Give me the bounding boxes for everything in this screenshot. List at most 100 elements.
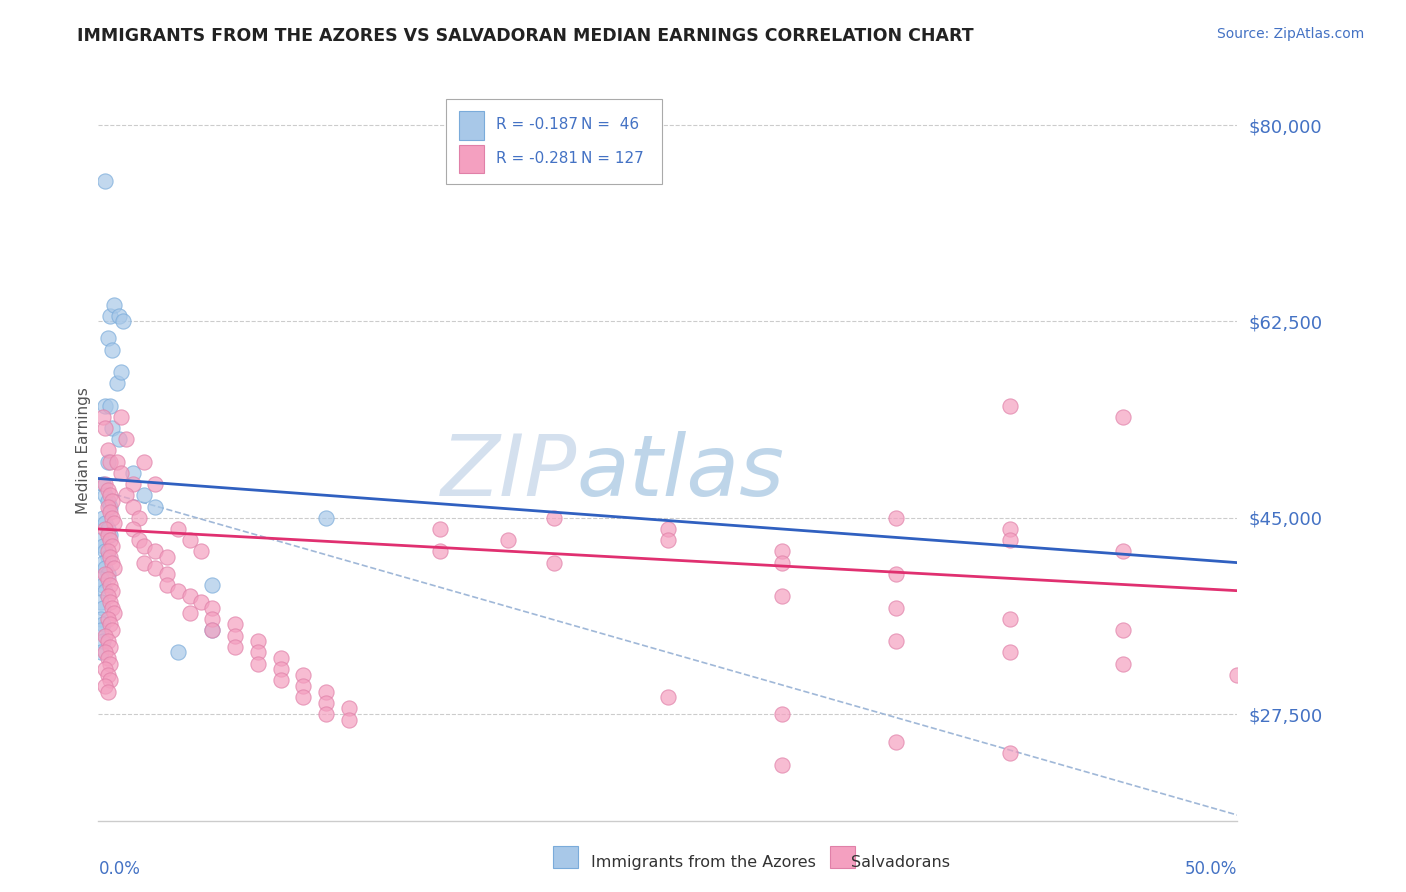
Point <box>429 522 451 536</box>
Point <box>770 707 793 722</box>
Point <box>145 500 167 514</box>
Point <box>1112 657 1135 671</box>
Point <box>91 617 114 632</box>
Point <box>91 578 114 592</box>
Point <box>246 657 269 671</box>
Point <box>179 606 201 620</box>
Point <box>96 522 118 536</box>
Point <box>156 566 179 581</box>
Point <box>201 578 224 592</box>
Point <box>190 544 212 558</box>
Point <box>98 533 121 548</box>
Point <box>110 466 132 480</box>
Point <box>94 561 117 575</box>
Point <box>96 500 118 514</box>
Point <box>94 522 117 536</box>
Point <box>543 556 565 570</box>
Point <box>94 662 117 676</box>
Point <box>98 549 121 564</box>
Point <box>94 421 117 435</box>
Point <box>884 735 907 749</box>
Point <box>121 477 143 491</box>
Point <box>114 488 136 502</box>
Point <box>96 668 118 682</box>
Point <box>201 612 224 626</box>
Point <box>94 477 117 491</box>
Point <box>292 690 315 705</box>
Point <box>98 505 121 519</box>
Point <box>270 673 292 688</box>
Point <box>179 589 201 603</box>
Point <box>101 421 124 435</box>
Point <box>90 573 112 587</box>
Point <box>96 455 118 469</box>
Point <box>98 399 121 413</box>
Point <box>101 556 124 570</box>
Point <box>167 583 190 598</box>
Point <box>1226 668 1249 682</box>
Point <box>110 365 132 379</box>
Point <box>884 510 907 524</box>
Y-axis label: Median Earnings: Median Earnings <box>76 387 91 514</box>
Point <box>103 561 125 575</box>
Point <box>96 651 118 665</box>
Point <box>91 634 114 648</box>
Point <box>543 510 565 524</box>
Point <box>770 589 793 603</box>
Point <box>998 522 1021 536</box>
Point <box>498 533 520 548</box>
Point <box>156 549 179 564</box>
Point <box>121 466 143 480</box>
Point <box>121 522 143 536</box>
Point <box>96 527 118 541</box>
Point <box>156 578 179 592</box>
Point <box>128 510 150 524</box>
Point <box>292 679 315 693</box>
Point <box>884 566 907 581</box>
Point <box>1112 544 1135 558</box>
Point <box>315 510 337 524</box>
Point <box>884 600 907 615</box>
Point <box>270 662 292 676</box>
Point <box>98 309 121 323</box>
Text: Source: ZipAtlas.com: Source: ZipAtlas.com <box>1216 27 1364 41</box>
Point <box>90 595 112 609</box>
Point <box>103 516 125 531</box>
Point <box>770 556 793 570</box>
Point <box>90 612 112 626</box>
Point <box>98 488 121 502</box>
Point <box>657 533 679 548</box>
Point <box>112 314 135 328</box>
Point <box>94 174 117 188</box>
Text: R = -0.281: R = -0.281 <box>496 151 578 166</box>
Point <box>94 488 117 502</box>
Point <box>94 544 117 558</box>
Text: Immigrants from the Azores: Immigrants from the Azores <box>591 855 815 870</box>
Point <box>105 376 128 391</box>
Text: Salvadorans: Salvadorans <box>851 855 949 870</box>
Text: ZIP: ZIP <box>440 431 576 514</box>
Text: IMMIGRANTS FROM THE AZORES VS SALVADORAN MEDIAN EARNINGS CORRELATION CHART: IMMIGRANTS FROM THE AZORES VS SALVADORAN… <box>77 27 974 45</box>
Bar <box>830 846 855 868</box>
Point <box>96 634 118 648</box>
Point <box>337 701 360 715</box>
Point <box>337 713 360 727</box>
Point <box>429 544 451 558</box>
Point <box>98 578 121 592</box>
Point <box>246 634 269 648</box>
Point <box>145 561 167 575</box>
Point <box>132 488 155 502</box>
Text: N =  46: N = 46 <box>581 117 640 132</box>
Point <box>1112 623 1135 637</box>
Text: 0.0%: 0.0% <box>98 860 141 878</box>
Point <box>167 645 190 659</box>
Point <box>128 533 150 548</box>
Point <box>167 522 190 536</box>
Point <box>91 539 114 553</box>
Point <box>998 645 1021 659</box>
Point <box>190 595 212 609</box>
Text: 50.0%: 50.0% <box>1185 860 1237 878</box>
Point <box>657 522 679 536</box>
Point <box>224 628 246 642</box>
Point <box>98 617 121 632</box>
